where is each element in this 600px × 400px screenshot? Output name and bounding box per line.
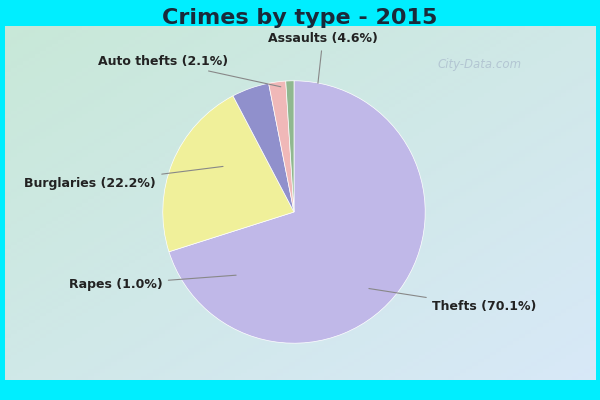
Text: Assaults (4.6%): Assaults (4.6%)	[268, 32, 378, 83]
Text: Rapes (1.0%): Rapes (1.0%)	[69, 275, 236, 291]
Text: Thefts (70.1%): Thefts (70.1%)	[369, 288, 536, 313]
Wedge shape	[169, 81, 425, 343]
Text: Auto thefts (2.1%): Auto thefts (2.1%)	[98, 55, 281, 87]
Wedge shape	[163, 96, 294, 252]
Text: Burglaries (22.2%): Burglaries (22.2%)	[25, 166, 223, 190]
Wedge shape	[233, 83, 294, 212]
Text: Crimes by type - 2015: Crimes by type - 2015	[163, 8, 437, 28]
Text: City-Data.com: City-Data.com	[438, 58, 522, 71]
Wedge shape	[286, 81, 294, 212]
Wedge shape	[269, 81, 294, 212]
